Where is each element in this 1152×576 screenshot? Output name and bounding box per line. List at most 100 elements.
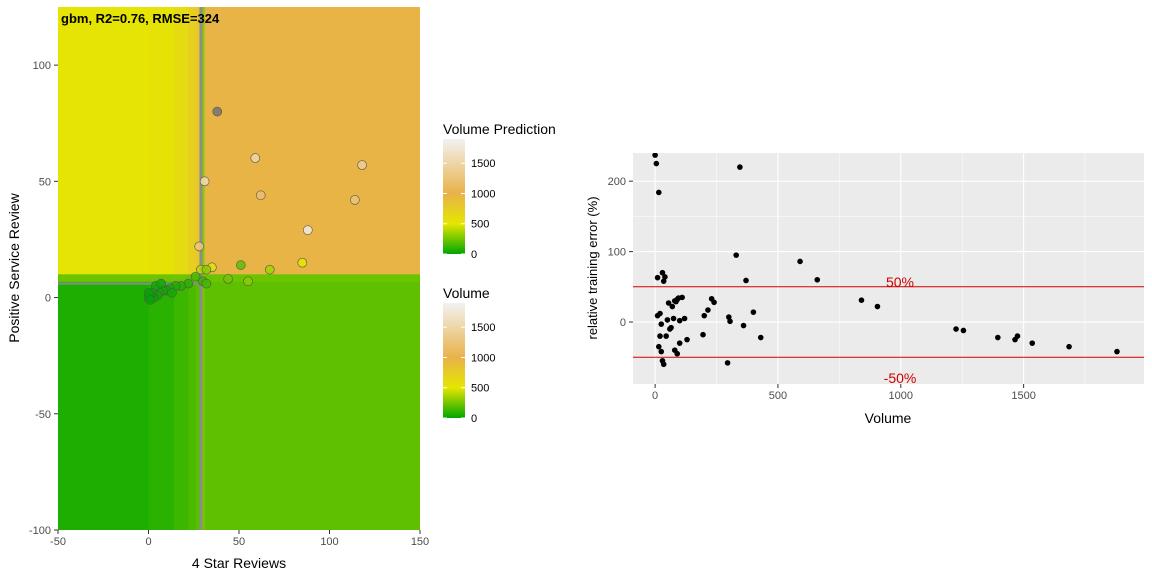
error-point-55 (1014, 333, 1021, 339)
prediction-region-7 (58, 281, 150, 530)
x-tick-label-0: 0 (652, 390, 658, 402)
y-tick-label-2: 0 (45, 293, 51, 305)
left-y-axis-title: Positive Service Review (6, 192, 22, 342)
right-panel: 50% -50% 0 500 1000 1500 0 100 200 Volume rel… (585, 153, 1144, 426)
data-point-34 (156, 278, 166, 289)
error-point-23 (655, 343, 662, 350)
error-point-42 (757, 334, 764, 341)
prediction-region-12 (200, 281, 206, 530)
prediction-region-11 (195, 281, 202, 530)
prediction-region-9 (173, 281, 189, 530)
x-tick-label-3: 1500 (1011, 390, 1035, 402)
left-x-ticks: -50 0 50 100 150 (50, 530, 429, 548)
error-point-33 (701, 312, 708, 319)
error-point-1 (653, 160, 660, 167)
data-point-7 (194, 241, 204, 252)
error-point-10 (662, 274, 668, 280)
error-point-41 (750, 309, 757, 315)
x-tick-label-2: 1000 (889, 390, 913, 402)
annotation-plus-50: 50% (886, 274, 914, 290)
error-points (652, 153, 1120, 368)
data-point-13 (201, 264, 212, 275)
error-point-46 (658, 321, 665, 327)
data-point-8 (236, 260, 246, 270)
colorbar (443, 139, 465, 254)
data-point-17 (243, 276, 253, 287)
legend-title-prediction: Volume Prediction (443, 121, 556, 137)
left-x-axis-title: 4 Star Reviews (192, 555, 286, 571)
prediction-region-8 (148, 281, 175, 530)
prediction-region-5 (200, 7, 206, 275)
data-point-12 (297, 257, 308, 268)
colorbar (443, 303, 465, 418)
error-point-4 (733, 252, 739, 258)
prediction-region-13 (204, 281, 420, 530)
left-y-ticks: -100 -50 0 50 100 (29, 60, 58, 537)
error-point-40 (740, 322, 747, 329)
y-tick-label-1: -50 (35, 409, 51, 421)
error-point-43 (724, 360, 731, 366)
prediction-region-14 (58, 274, 420, 282)
error-point-3 (737, 164, 743, 170)
error-point-49 (858, 297, 865, 303)
error-point-11 (660, 278, 667, 284)
error-point-37 (700, 331, 706, 338)
prediction-region-3 (188, 7, 197, 275)
error-point-48 (668, 324, 674, 331)
legends: Volume Prediction 0 500 1000 1500 Volume 0 5… (443, 121, 556, 425)
observed-points (143, 106, 367, 305)
right-x-ticks: 0 500 1000 1500 (652, 384, 1036, 402)
data-point-35 (167, 288, 177, 298)
data-point-3 (199, 176, 210, 187)
x-tick-label-0: -50 (50, 536, 66, 548)
error-point-9 (654, 274, 661, 281)
data-point-14 (190, 271, 201, 282)
prediction-region-1 (148, 7, 175, 275)
error-point-32 (676, 340, 683, 346)
error-point-39 (727, 318, 733, 325)
error-point-18 (674, 296, 681, 303)
x-tick-label-3: 100 (320, 536, 338, 548)
error-point-29 (684, 336, 690, 343)
y-tick-label-2: 200 (608, 176, 626, 188)
error-point-34 (705, 307, 711, 313)
error-point-8 (659, 269, 666, 276)
right-plot-background (633, 153, 1144, 384)
prediction-surface (58, 7, 420, 530)
error-point-12 (665, 300, 672, 306)
error-point-50 (874, 303, 881, 310)
error-point-19 (670, 315, 677, 322)
error-point-51 (953, 326, 959, 332)
colorbar-label-0: 0 (471, 249, 477, 261)
left-panel: gbm, R2=0.76, RMSE=324 -50 0 50 100 150 -100… (6, 7, 429, 571)
colorbar-label-2: 1000 (471, 188, 495, 200)
data-point-15 (223, 274, 233, 284)
data-point-33 (145, 295, 156, 305)
prediction-region-2 (173, 7, 189, 275)
error-point-58 (1114, 348, 1120, 355)
prediction-region-6 (204, 7, 420, 275)
error-point-2 (655, 189, 662, 196)
y-tick-label-0: 0 (620, 317, 626, 329)
prediction-region-10 (188, 281, 197, 530)
legend-colorbar-volume: 0 500 1000 1500 (443, 303, 495, 425)
left-plot-title: gbm, R2=0.76, RMSE=324 (61, 11, 220, 26)
colorbar-label-2: 1000 (471, 352, 495, 364)
y-tick-label-3: 50 (39, 176, 51, 188)
x-tick-label-1: 0 (145, 536, 151, 548)
data-point-1 (250, 153, 261, 163)
colorbar-label-1: 500 (471, 219, 489, 231)
data-point-2 (357, 160, 367, 170)
error-point-28 (681, 315, 688, 322)
error-point-52 (960, 327, 967, 334)
error-point-25 (660, 361, 667, 368)
error-point-31 (674, 350, 681, 357)
error-point-45 (657, 310, 663, 317)
error-point-5 (797, 258, 803, 265)
prediction-region-4 (195, 7, 202, 275)
data-point-6 (302, 225, 313, 235)
annotation-minus-50: -50% (884, 370, 917, 386)
prediction-region-0 (58, 7, 150, 275)
error-point-53 (995, 334, 1001, 341)
error-point-56 (1029, 340, 1036, 346)
